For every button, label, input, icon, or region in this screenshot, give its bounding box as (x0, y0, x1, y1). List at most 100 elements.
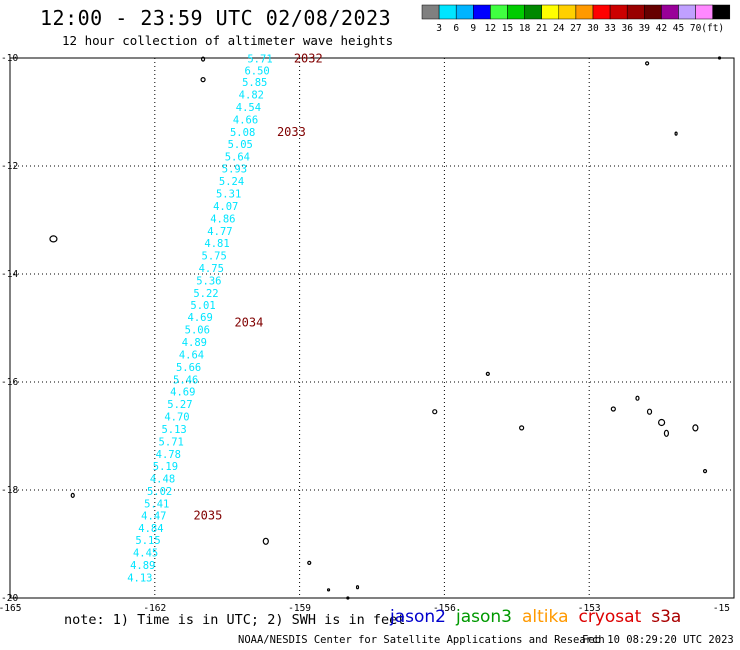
swh-track: 5.716.505.854.824.544.665.085.055.645.93… (127, 54, 272, 585)
colorbar-label: 33 (604, 23, 615, 34)
satellite-legend: jason2 jason3 altika cryosat s3a (390, 607, 691, 627)
island-outline (200, 56, 206, 62)
swh-value-label: 4.70 (164, 412, 189, 424)
swh-value-label: 5.01 (190, 300, 215, 312)
swh-value-label: 4.48 (150, 474, 175, 486)
swh-value-label: 5.71 (159, 436, 184, 448)
y-tick-label: -10 (1, 53, 18, 64)
swh-value-label: 5.66 (176, 362, 201, 374)
sat-legend-jason2: jason2 (390, 607, 446, 627)
swh-value-label: 4.45 (133, 548, 158, 560)
plot-frame (9, 57, 735, 599)
swh-value-label: 4.47 (141, 510, 166, 522)
swh-value-label: 5.64 (225, 151, 250, 163)
swh-value-label: 5.05 (228, 139, 253, 151)
colorbar-swatch (438, 4, 457, 20)
swh-value-label: 5.13 (161, 424, 186, 436)
x-tick-label: -162 (143, 603, 166, 614)
swh-value-label: 5.46 (173, 374, 198, 386)
swh-value-label: 4.66 (233, 115, 258, 127)
time-label: 2034 (234, 316, 263, 330)
colorbar-label: 18 (519, 23, 531, 34)
swh-value-label: 6.50 (244, 65, 269, 77)
colorbar-swatch (558, 4, 577, 20)
x-tick-label: -165 (0, 603, 21, 614)
island-outline (262, 537, 269, 545)
colorbar-label: 24 (553, 23, 565, 34)
colorbar-label: 9 (470, 23, 476, 34)
colorbar-swatch (695, 4, 713, 20)
colorbar-label: 12 (485, 23, 496, 34)
sat-legend-altika: altika (522, 607, 569, 627)
island-outlines (49, 56, 722, 600)
swh-value-label: 4.13 (127, 572, 152, 584)
colorbar-swatch (712, 4, 731, 20)
colorbar-label: 36 (621, 23, 633, 34)
colorbar-label: (ft) (701, 23, 724, 34)
swh-value-label: 5.93 (222, 164, 247, 176)
island-outline (70, 492, 75, 498)
axis-tick-labels: -165 -162 -159 -156 -153 -15 -10 -12 -14 -16 -18 -2… (0, 53, 730, 614)
x-tick-label: -159 (288, 603, 311, 614)
swh-value-label: 5.02 (147, 486, 172, 498)
island-outline (307, 560, 312, 566)
colorbar-swatch (524, 4, 542, 20)
swh-value-label: 4.82 (239, 90, 264, 102)
colorbar-label: 39 (639, 23, 651, 34)
y-tick-label: -20 (1, 593, 18, 604)
colorbar-legend: 3 6 9 12 15 18 21 24 27 30 33 36 39 42 45 70 (ft) (421, 4, 731, 34)
colorbar-swatch (575, 4, 594, 20)
island-outline (49, 235, 58, 243)
swh-value-label: 4.54 (236, 102, 261, 114)
island-outline (645, 61, 650, 66)
colorbar-swatch (541, 4, 560, 20)
island-outline (674, 131, 678, 136)
colorbar-swatch (626, 4, 645, 20)
swh-value-label: 5.85 (242, 77, 267, 89)
colorbar-swatch (490, 4, 508, 20)
credit-line: NOAA/NESDIS Center for Satellite Applica… (238, 634, 605, 646)
chart-title: 12:00 - 23:59 UTC 02/08/2023 (40, 6, 392, 30)
colorbar-label: 45 (673, 23, 684, 34)
swh-value-label: 4.69 (170, 387, 195, 399)
island-outline (646, 408, 653, 415)
swh-value-label: 4.81 (204, 238, 229, 250)
island-outline (663, 429, 670, 437)
colorbar-label: 15 (502, 23, 513, 34)
colorbar-swatch (421, 4, 440, 20)
swh-value-label: 4.75 (199, 263, 224, 275)
x-tick-label: -15 (713, 603, 730, 614)
colorbar-label: 21 (536, 23, 548, 34)
chart-subtitle: 12 hour collection of altimeter wave hei… (62, 33, 394, 48)
island-outline (610, 406, 616, 412)
colorbar-label: 42 (656, 23, 667, 34)
swh-value-label: 5.71 (247, 54, 272, 66)
island-outline (692, 424, 699, 432)
colorbar-swatch (678, 4, 696, 20)
swh-value-label: 5.27 (167, 399, 192, 411)
island-outline (635, 395, 640, 401)
swh-value-label: 4.86 (210, 213, 235, 225)
time-labels: 2032 2033 2034 2035 (193, 52, 322, 523)
colorbar-swatch (609, 4, 628, 20)
swh-value-label: 4.69 (188, 312, 213, 324)
sat-legend-s3a: s3a (651, 607, 682, 627)
colorbar-label: 70 (690, 23, 702, 34)
swh-value-label: 4.89 (130, 560, 155, 572)
swh-value-label: 5.22 (193, 288, 218, 300)
y-tick-label: -18 (1, 485, 18, 496)
x-tick-label: -153 (578, 603, 601, 614)
colorbar-swatch (507, 4, 525, 20)
y-tick-label: -14 (1, 269, 18, 280)
time-label: 2033 (277, 125, 306, 139)
swh-value-label: 5.15 (135, 535, 160, 547)
swh-value-label: 5.41 (144, 499, 169, 511)
colorbar-label: 3 (436, 23, 442, 34)
colorbar-label: 30 (587, 23, 599, 34)
island-outline (657, 418, 666, 427)
island-outline (485, 371, 490, 376)
island-outline (200, 76, 206, 83)
sat-legend-cryosat: cryosat (578, 607, 642, 627)
swh-value-label: 5.08 (230, 127, 255, 139)
island-outline (326, 588, 331, 592)
